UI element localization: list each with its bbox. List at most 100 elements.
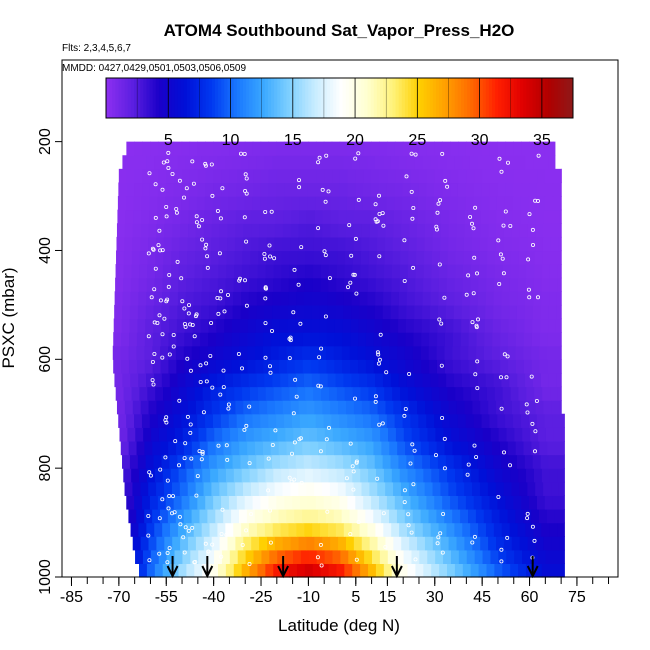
heatmap-cell bbox=[241, 522, 250, 537]
sample-point bbox=[403, 406, 408, 411]
heatmap-cell bbox=[423, 563, 432, 578]
sample-point bbox=[244, 423, 249, 428]
sample-point bbox=[263, 209, 268, 214]
heatmap-cell bbox=[519, 400, 529, 415]
sample-point bbox=[192, 560, 197, 565]
heatmap-cell bbox=[357, 508, 366, 524]
colorbar-swatch bbox=[516, 78, 521, 118]
heatmap-cell bbox=[251, 536, 260, 551]
heatmap-cell bbox=[383, 522, 392, 537]
heatmap-cell bbox=[340, 549, 349, 564]
heatmap-cell bbox=[303, 454, 313, 469]
heatmap-cell bbox=[464, 481, 473, 496]
sample-point bbox=[440, 151, 445, 156]
heatmap-cell bbox=[497, 413, 506, 428]
heatmap-cell bbox=[482, 427, 492, 442]
heatmap-cell bbox=[526, 264, 535, 279]
sample-point bbox=[175, 259, 180, 264]
heatmap-cell bbox=[494, 277, 503, 292]
heatmap-cell bbox=[141, 413, 151, 428]
heatmap-cell bbox=[228, 182, 238, 197]
heatmap-cell bbox=[397, 332, 407, 347]
heatmap-cell bbox=[265, 264, 275, 279]
heatmap-cell bbox=[252, 413, 261, 428]
heatmap-cell bbox=[519, 481, 528, 496]
heatmap-cell bbox=[533, 277, 543, 292]
heatmap-cell bbox=[156, 481, 165, 496]
heatmap-cell bbox=[296, 291, 305, 306]
heatmap-cell bbox=[157, 141, 167, 156]
colorbar-swatch bbox=[320, 78, 325, 118]
heatmap-cell bbox=[470, 563, 480, 578]
heatmap-cell bbox=[483, 345, 493, 360]
heatmap-cell bbox=[394, 196, 403, 211]
heatmap-cell bbox=[180, 400, 189, 415]
colorbar-swatch bbox=[224, 78, 228, 118]
heatmap-cell bbox=[548, 304, 558, 320]
heatmap-cell bbox=[560, 196, 562, 211]
heatmap-cell bbox=[201, 454, 210, 469]
heatmap-cell bbox=[234, 386, 243, 401]
heatmap-cell bbox=[121, 332, 130, 347]
heatmap-cell bbox=[447, 563, 456, 578]
sample-point bbox=[503, 209, 508, 214]
heatmap-cell bbox=[157, 196, 166, 211]
sample-point bbox=[469, 221, 474, 226]
heatmap-cell bbox=[349, 508, 359, 524]
heatmap-cell bbox=[298, 223, 308, 238]
sample-point bbox=[193, 314, 198, 319]
x-tick-label: -10 bbox=[297, 589, 320, 606]
heatmap-cell bbox=[493, 291, 503, 306]
heatmap-cell bbox=[541, 468, 551, 483]
sample-point bbox=[404, 174, 409, 179]
heatmap-cell bbox=[152, 508, 161, 524]
heatmap-cell bbox=[276, 141, 285, 156]
heatmap-cell bbox=[308, 168, 317, 184]
heatmap-cell bbox=[352, 386, 362, 401]
heatmap-cell bbox=[237, 427, 247, 442]
heatmap-layer bbox=[112, 141, 565, 578]
heatmap-cell bbox=[531, 332, 541, 347]
sample-point bbox=[354, 557, 359, 562]
heatmap-cell bbox=[366, 454, 376, 469]
heatmap-cell bbox=[480, 209, 490, 224]
heatmap-cell bbox=[551, 481, 560, 496]
heatmap-cell bbox=[446, 372, 455, 388]
sample-point bbox=[225, 292, 230, 297]
heatmap-cell bbox=[209, 372, 218, 388]
heatmap-cell bbox=[269, 549, 278, 564]
heatmap-cell bbox=[426, 413, 435, 428]
heatmap-cell bbox=[177, 291, 187, 306]
heatmap-cell bbox=[266, 250, 275, 265]
heatmap-cell bbox=[160, 359, 170, 374]
heatmap-cell bbox=[233, 522, 242, 537]
heatmap-cell bbox=[478, 264, 488, 279]
heatmap-cell bbox=[189, 141, 199, 156]
sample-point bbox=[319, 346, 324, 351]
heatmap-cell bbox=[195, 481, 205, 496]
heatmap-cell bbox=[367, 522, 376, 537]
heatmap-cell bbox=[363, 168, 373, 184]
heatmap-cell bbox=[386, 141, 396, 156]
sample-point bbox=[291, 411, 296, 416]
heatmap-cell bbox=[268, 141, 278, 156]
heatmap-cell bbox=[178, 264, 188, 279]
heatmap-cell bbox=[540, 372, 550, 388]
heatmap-cell bbox=[533, 372, 542, 388]
sample-point bbox=[402, 413, 407, 418]
heatmap-cell bbox=[470, 468, 480, 483]
heatmap-cell bbox=[138, 291, 147, 306]
heatmap-cell bbox=[389, 332, 399, 347]
sample-point bbox=[165, 297, 170, 302]
heatmap-cell bbox=[436, 359, 446, 374]
heatmap-cell bbox=[539, 508, 548, 524]
heatmap-cell bbox=[512, 209, 521, 224]
sample-point bbox=[406, 523, 411, 528]
heatmap-cell bbox=[431, 264, 440, 279]
heatmap-cell bbox=[465, 141, 475, 156]
sample-point bbox=[499, 547, 504, 552]
colorbar-swatch bbox=[336, 78, 340, 118]
sample-point bbox=[158, 298, 163, 303]
heatmap-cell bbox=[179, 250, 188, 265]
heatmap-cell bbox=[521, 495, 530, 510]
